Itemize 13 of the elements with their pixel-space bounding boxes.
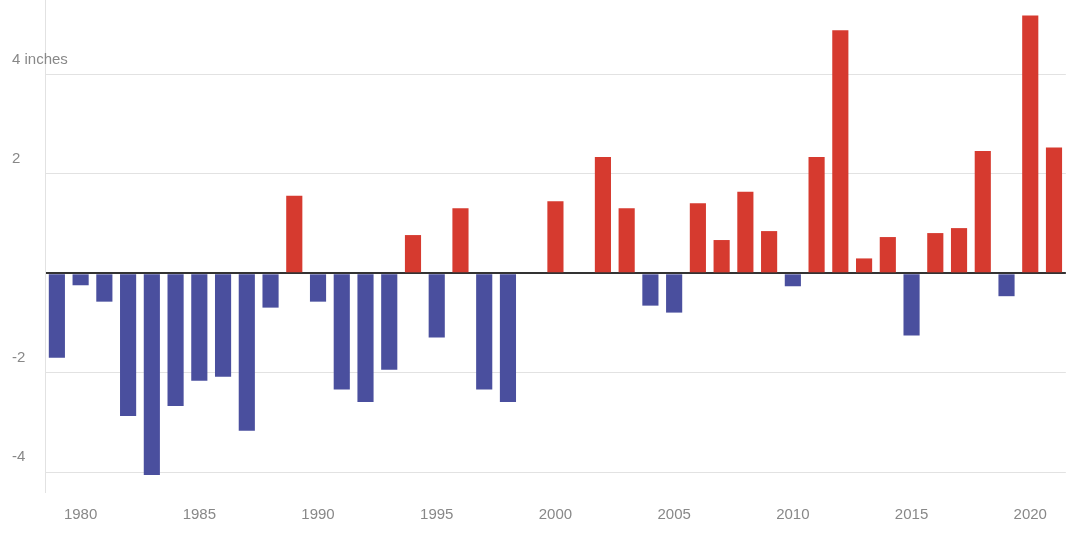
- y-tick-label: -4: [12, 447, 26, 465]
- y-tick-label: 2: [12, 149, 21, 167]
- x-tick-label: 1995: [420, 505, 454, 523]
- x-tick-label: 1985: [182, 505, 217, 523]
- y-tick-label: -2: [12, 347, 26, 365]
- x-tick-label: 1980: [63, 505, 98, 523]
- x-tick-label: 2000: [538, 505, 573, 523]
- y-tick-label: 4 inches: [12, 49, 68, 67]
- x-tick-label: 2020: [1013, 505, 1047, 523]
- x-tick-label: 2005: [657, 505, 691, 523]
- x-tick-label: 2015: [894, 505, 929, 523]
- x-tick-label: 1990: [301, 505, 335, 523]
- x-tick-label: 2010: [776, 505, 810, 523]
